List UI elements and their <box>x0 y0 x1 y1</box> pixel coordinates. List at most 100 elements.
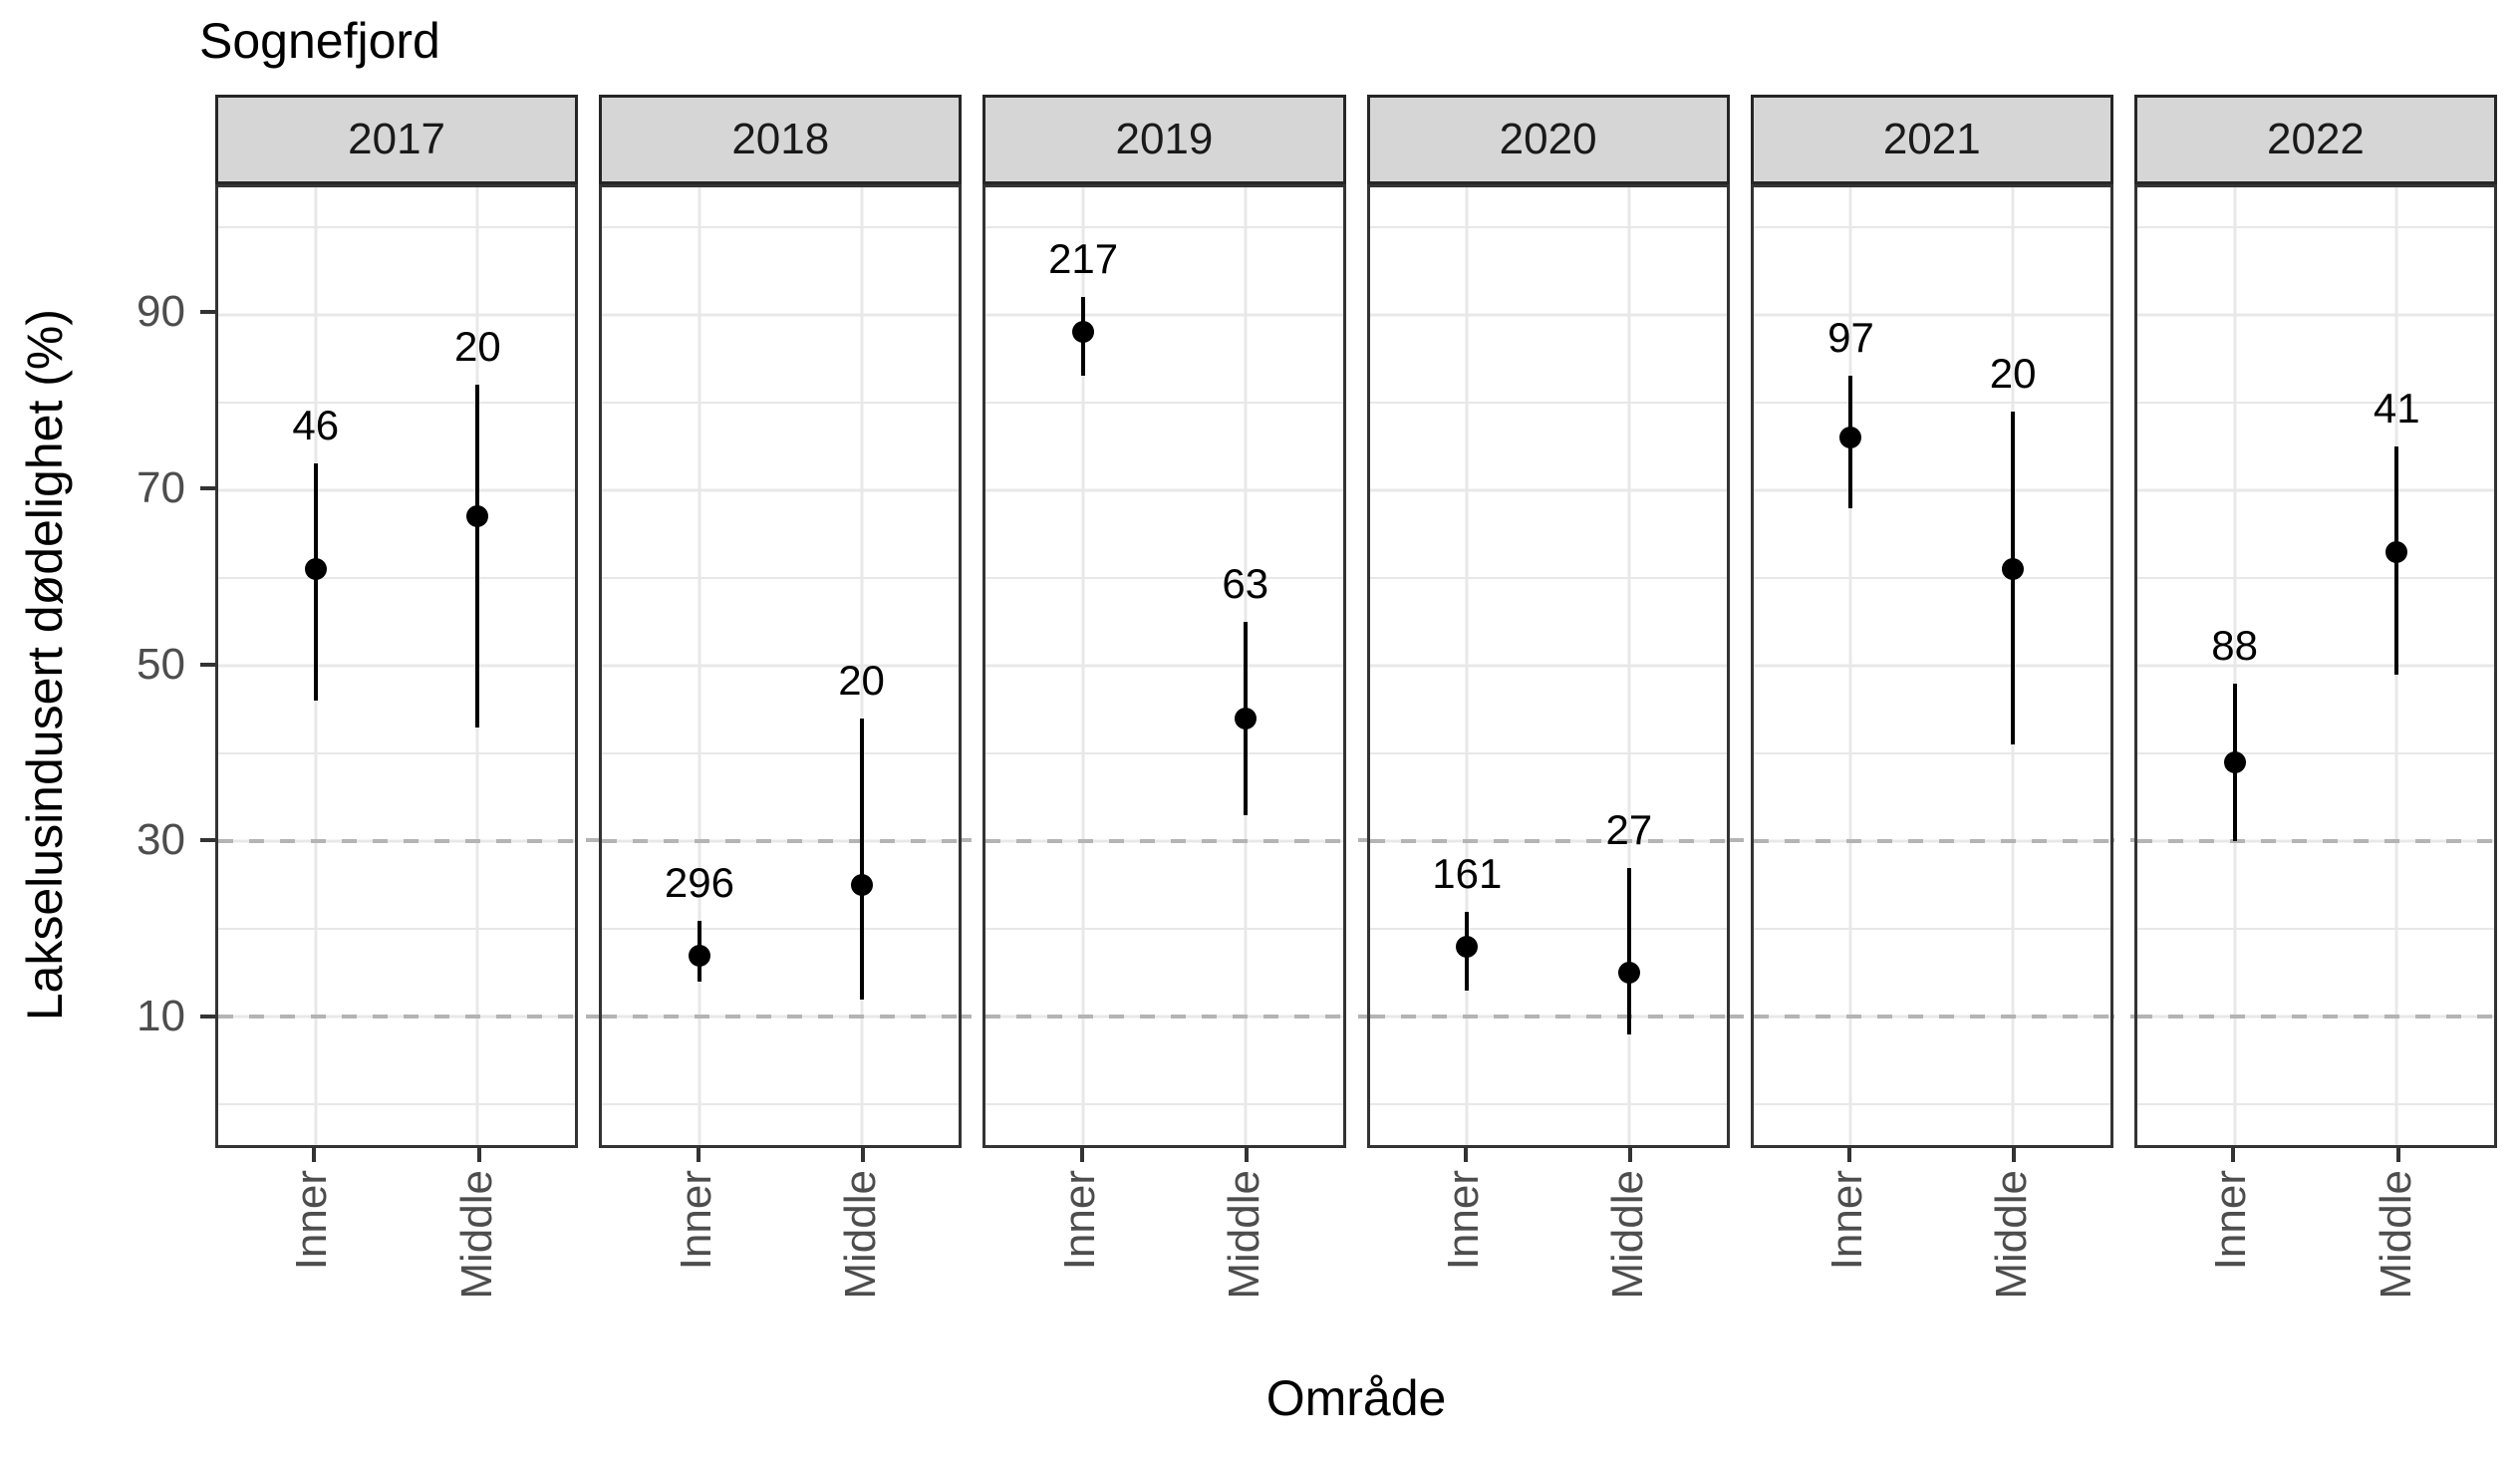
gridline-h <box>1369 928 1727 931</box>
y-tick-mark <box>200 485 215 490</box>
gridline-h <box>602 752 960 755</box>
gridline-h <box>602 576 960 579</box>
dashed-reference-line <box>985 839 1343 844</box>
dashed-reference-line <box>2136 839 2495 844</box>
gridline-h <box>2136 488 2495 492</box>
n-label: 20 <box>838 656 885 704</box>
n-label: 20 <box>454 323 501 371</box>
error-bar <box>475 385 480 728</box>
gridline-h <box>1369 225 1727 228</box>
gridline-h <box>985 313 1343 317</box>
x-tick-label-inner: Inner <box>1822 1170 1872 1271</box>
plot-area: 88 41 <box>2133 184 2498 1148</box>
dashed-reference-line <box>602 1015 960 1020</box>
x-axis-area: Inner Middle <box>215 1148 578 1447</box>
facet-strip: 2020 <box>1366 95 1730 184</box>
facet-panel-2022: 2022 88 41 Inner Middle <box>2133 95 2498 1447</box>
x-tick-mark <box>1463 1148 1468 1162</box>
gridline-h <box>218 488 576 492</box>
n-label: 161 <box>1432 849 1503 897</box>
plot-area: 46 20 <box>215 184 579 1148</box>
x-tick-mark <box>312 1148 317 1162</box>
dashed-reference-line-row <box>215 1014 2497 1019</box>
gridline-h <box>1753 1103 2110 1106</box>
gridline-h <box>218 313 576 317</box>
plot-title: Sognefjord <box>199 13 440 69</box>
n-label: 27 <box>1605 805 1653 853</box>
gridline-h <box>1753 576 2110 579</box>
facet-strip: 2019 <box>982 95 1346 184</box>
x-tick-mark <box>2012 1148 2017 1162</box>
gridline-h <box>2136 664 2495 668</box>
x-axis-area: Inner Middle <box>599 1148 962 1447</box>
x-tick-label-inner: Inner <box>1438 1170 1488 1271</box>
y-tick-label: 50 <box>137 639 185 689</box>
dashed-reference-line-row <box>215 838 2497 843</box>
x-axis-area: Inner Middle <box>1751 1148 2113 1447</box>
y-tick-label: 70 <box>137 462 185 512</box>
gridline-h <box>218 225 576 228</box>
dashed-reference-line <box>1753 839 2110 844</box>
gridline-h <box>2136 928 2495 931</box>
gridline-h <box>2136 401 2495 404</box>
point-estimate <box>2385 540 2408 563</box>
facet-strip-label: 2022 <box>2267 115 2365 163</box>
plot-area: 296 20 <box>599 184 963 1148</box>
x-tick-mark <box>2395 1148 2400 1162</box>
gridline-h <box>602 664 960 668</box>
facet-panel-2017: 2017 46 20 Inner Middle <box>215 95 579 1447</box>
x-tick-label-inner: Inner <box>287 1170 337 1271</box>
gridline-h <box>985 1103 1343 1106</box>
point-estimate <box>850 874 873 897</box>
y-tick-mark <box>200 662 215 667</box>
gridline-h <box>1369 576 1727 579</box>
y-tick-mark <box>200 838 215 843</box>
facet-panel-2019: 2019 217 63 Inner Middle <box>982 95 1346 1447</box>
y-tick-label: 90 <box>137 287 185 337</box>
gridline-h <box>1369 1103 1727 1106</box>
x-axis-area: Inner Middle <box>982 1148 1345 1447</box>
gridline-h <box>985 752 1343 755</box>
n-label: 217 <box>1048 235 1119 283</box>
dashed-reference-line <box>1369 1015 1727 1020</box>
gridline-h <box>602 401 960 404</box>
gridline-h <box>985 928 1343 931</box>
dashed-reference-line <box>218 839 576 844</box>
gridline-h <box>985 664 1343 668</box>
gridline-h <box>218 928 576 931</box>
gridline-h <box>1753 664 2110 668</box>
gridline-h <box>1369 664 1727 668</box>
point-estimate <box>2223 750 2246 773</box>
y-tick-label: 30 <box>137 815 185 865</box>
x-tick-label-middle: Middle <box>2371 1170 2420 1300</box>
gridline-h <box>218 401 576 404</box>
n-label: 46 <box>292 402 340 449</box>
facet-panel-2020: 2020 161 27 Inner Middle <box>1366 95 1730 1447</box>
gridline-h <box>218 752 576 755</box>
gridline-h <box>602 928 960 931</box>
gridline-h <box>602 1103 960 1106</box>
gridline-h <box>2136 576 2495 579</box>
gridline-h <box>985 225 1343 228</box>
gridline-h <box>1369 401 1727 404</box>
x-tick-mark <box>860 1148 865 1162</box>
gridline-h <box>2136 752 2495 755</box>
facet-strip-label: 2017 <box>348 115 446 163</box>
gridline-h <box>985 401 1343 404</box>
point-estimate <box>1072 321 1095 344</box>
x-tick-label-inner: Inner <box>1054 1170 1104 1271</box>
gridline-h <box>1753 401 2110 404</box>
point-estimate <box>1234 707 1257 729</box>
facet-strip: 2021 <box>1750 95 2113 184</box>
facet-strip-label: 2018 <box>731 115 830 163</box>
error-bar <box>313 463 318 702</box>
x-tick-mark <box>2231 1148 2236 1162</box>
point-estimate <box>466 505 489 528</box>
gridline-h <box>1753 752 2110 755</box>
dashed-reference-line <box>2136 1015 2495 1020</box>
x-tick-label-inner: Inner <box>2206 1170 2256 1271</box>
gridline-h <box>602 313 960 317</box>
y-tick-mark <box>200 310 215 315</box>
facet-strip-label: 2019 <box>1115 115 1214 163</box>
